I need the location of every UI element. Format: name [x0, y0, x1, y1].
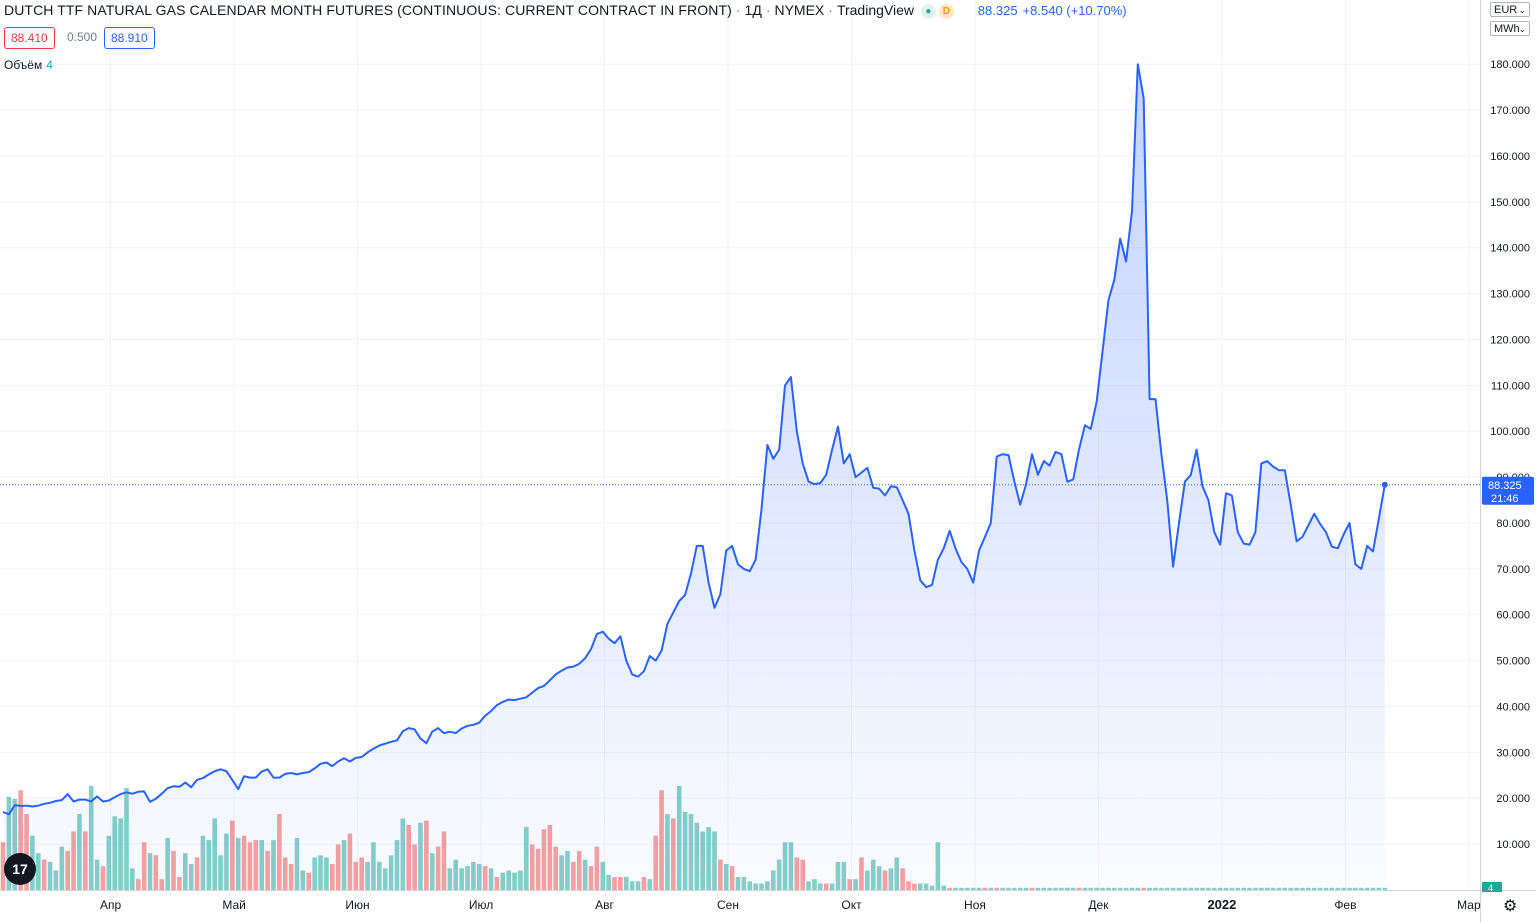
x-tick-label: Дек	[1088, 898, 1109, 912]
exchange-label: NYMEX	[774, 2, 825, 18]
y-tick-label: 120.000	[1490, 334, 1530, 346]
y-tick-label: 180.000	[1490, 59, 1530, 71]
gear-icon[interactable]: ⚙	[1503, 898, 1518, 915]
x-tick-label: Фев	[1334, 898, 1356, 912]
y-tick-label: 70.000	[1496, 564, 1530, 576]
x-tick-label: Май	[222, 898, 246, 912]
spread-value: 0.500	[67, 30, 98, 44]
y-tick-label: 110.000	[1491, 380, 1530, 392]
price-area	[3, 64, 1385, 890]
countdown-label: 21:46	[1491, 493, 1519, 505]
sell-price-button[interactable]: 88.410	[4, 27, 55, 49]
last-price-dot	[1381, 481, 1388, 488]
y-tick-label: 170.000	[1490, 105, 1530, 117]
y-tick-label: 100.000	[1490, 426, 1530, 438]
volume-axis-label: 4	[1488, 883, 1493, 893]
y-tick-label: 130.000	[1490, 289, 1530, 301]
last-value-label: 88.325	[1488, 480, 1522, 492]
buy-price-button[interactable]: 88.910	[104, 27, 155, 49]
x-tick-label: Мар	[1457, 898, 1481, 912]
source-label: TradingView	[836, 2, 914, 18]
x-tick-label: Июл	[469, 898, 493, 912]
unit-select[interactable]: MWh ⌄	[1490, 21, 1530, 36]
y-tick-label: 80.000	[1496, 518, 1530, 530]
y-tick-label: 60.000	[1496, 610, 1530, 622]
y-tick-label: 140.000	[1490, 243, 1530, 255]
y-tick-label: 50.000	[1496, 656, 1530, 668]
y-tick-label: 160.000	[1490, 151, 1530, 163]
y-tick-label: 30.000	[1496, 747, 1530, 759]
price-line	[2, 63, 1386, 816]
currency-select[interactable]: EUR ⌄	[1490, 2, 1530, 17]
y-tick-label: 10.000	[1496, 839, 1530, 851]
unit-select-value: MWh	[1494, 23, 1520, 35]
x-tick-label: 2022	[1207, 897, 1236, 912]
y-tick-label: 20.000	[1496, 793, 1530, 805]
x-tick-label: Июн	[345, 898, 369, 912]
last-value-badge	[1482, 476, 1534, 505]
tradingview-logo-icon[interactable]: 17	[4, 853, 36, 885]
x-tick-label: Авг	[595, 898, 614, 912]
data-delay-badge[interactable]: D	[938, 3, 954, 19]
chevron-down-icon: ⌄	[1518, 5, 1526, 15]
price-change: +8.540 (+10.70%)	[1022, 3, 1127, 18]
currency-select-value: EUR	[1494, 4, 1518, 16]
last-price: 88.325	[977, 3, 1018, 18]
symbol-title[interactable]: DUTCH TTF NATURAL GAS CALENDAR MONTH FUT…	[4, 2, 732, 18]
volume-legend-value: 4	[46, 58, 53, 72]
x-tick-label: Окт	[841, 898, 862, 912]
chart-header: DUTCH TTF NATURAL GAS CALENDAR MONTH FUT…	[4, 2, 1127, 19]
volume-axis-badge	[1482, 882, 1502, 892]
chevron-down-icon: ⌄	[1518, 24, 1526, 34]
volume-legend[interactable]: Объём 4	[4, 58, 53, 72]
x-tick-label: Сен	[717, 898, 739, 912]
y-tick-label: 150.000	[1490, 197, 1530, 209]
volume-legend-label: Объём	[4, 58, 43, 72]
market-status-icon[interactable]: ●	[920, 3, 936, 19]
x-tick-label: Ноя	[964, 898, 986, 912]
x-tick-label: Апр	[100, 898, 122, 912]
interval-label[interactable]: 1Д	[744, 2, 762, 18]
y-tick-label: 40.000	[1496, 701, 1530, 713]
